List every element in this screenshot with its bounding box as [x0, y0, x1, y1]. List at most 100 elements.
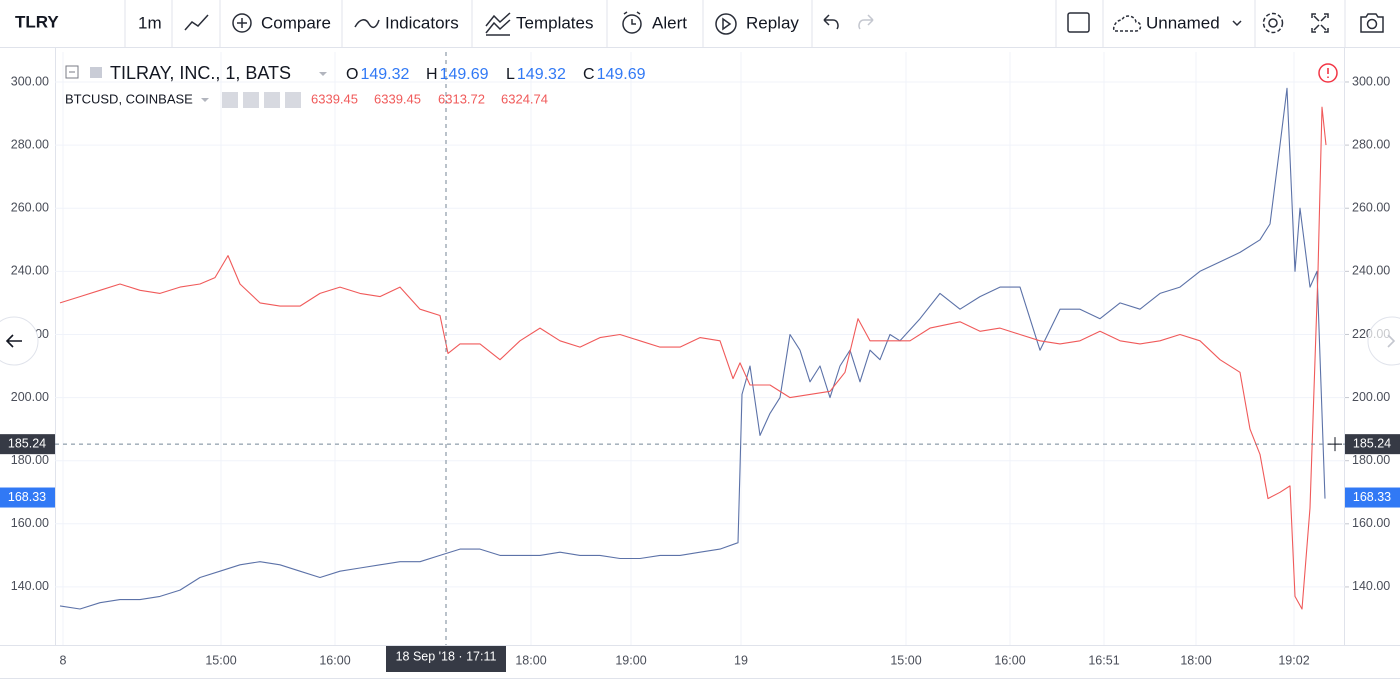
button-label: Replay [746, 13, 799, 32]
plot-area: 140.00160.00180.00200.00220.00240.00260.… [0, 48, 1400, 679]
crosshair-price-label: 185.24 [1353, 436, 1391, 450]
series-line [59, 87, 1326, 610]
gear-icon-center [1268, 18, 1278, 28]
ohlc-value: 6313.72 [438, 91, 485, 106]
ohlc-value: 149.32 [517, 66, 566, 83]
x-tick-label: 8 [60, 653, 67, 667]
button-label: Alert [652, 13, 687, 32]
last-price-label: 168.33 [1353, 490, 1391, 504]
ohlc-label: O [346, 66, 358, 83]
crosshair-time-label: 18 Sep '18 · 17:11 [396, 649, 497, 663]
last-price-label: 168.33 [8, 490, 46, 504]
chart-style-icon[interactable] [184, 14, 209, 31]
x-tick-label: 18:00 [515, 653, 546, 667]
undo-icon[interactable] [823, 14, 839, 30]
y2-tick-label: 300.00 [1352, 74, 1390, 88]
ohlc-value: 6324.74 [501, 91, 548, 106]
settings-button[interactable] [1262, 12, 1284, 34]
ohlc-value: 149.69 [440, 66, 489, 83]
ohlc-label: L [506, 66, 515, 83]
indicators-icon [354, 19, 380, 29]
y-tick-label: 140.00 [11, 579, 49, 593]
ohlc-value: 6339.45 [374, 91, 421, 106]
ohlc-value: 149.69 [597, 66, 646, 83]
y2-tick-label: 280.00 [1352, 137, 1390, 151]
fullscreen-icon[interactable] [1311, 13, 1329, 33]
x-tick-label: 19:02 [1278, 653, 1309, 667]
legend-menu-arrow[interactable] [319, 72, 327, 76]
templates-button[interactable]: Templates [485, 12, 593, 36]
alert-icon [622, 14, 642, 34]
y-tick-label: 180.00 [11, 453, 49, 467]
crosshair-price-box [0, 434, 55, 455]
ohlc-label: H [426, 66, 438, 83]
series-line [59, 106, 1327, 610]
last-price-box [0, 487, 55, 508]
button-label: Indicators [385, 13, 459, 32]
cloud-icon [1112, 15, 1142, 32]
compare-button[interactable]: Compare [232, 13, 331, 33]
eye-button[interactable] [222, 92, 238, 108]
ohlc-value: 6339.45 [311, 91, 358, 106]
camera-icon [1360, 13, 1384, 33]
ohlc-label: C [583, 66, 595, 83]
collapse-icon[interactable] [65, 65, 79, 79]
replay-button[interactable]: Replay [715, 13, 799, 35]
y-tick-label: 280.00 [11, 137, 49, 151]
x-tick-label: 19 [734, 653, 748, 667]
y-tick-label: 200.00 [11, 390, 49, 404]
scroll-right-button[interactable] [1367, 316, 1400, 366]
arrow-right-icon [1387, 334, 1396, 348]
warning-icon[interactable] [1318, 63, 1338, 83]
legend-title: TILRAY, INC., 1, BATS [110, 63, 291, 83]
y2-tick-label: 200.00 [1352, 390, 1390, 404]
y-tick-label: 300.00 [11, 74, 49, 88]
crosshair-cursor [1328, 437, 1342, 452]
indicators-button[interactable]: Indicators [354, 13, 459, 32]
button-label: Templates [516, 13, 593, 32]
legend-menu-arrow[interactable] [201, 98, 209, 102]
x-tick-label: 19:00 [615, 653, 646, 667]
x-tick-label: 16:00 [994, 653, 1025, 667]
camera-lens [1366, 18, 1378, 30]
legend: TILRAY, INC., 1, BATS BTCUSD, COINBASE O… [65, 63, 646, 108]
interval[interactable]: 1m [138, 13, 162, 32]
replay-icon [715, 13, 737, 35]
settings-button[interactable] [243, 92, 259, 108]
more-button[interactable] [264, 92, 280, 108]
ohlc-value: 149.32 [360, 66, 409, 83]
arrow-left-icon [5, 334, 22, 348]
remove-button[interactable] [285, 92, 301, 108]
chevron-icon [1232, 20, 1242, 27]
x-tick-label: 15:00 [890, 653, 921, 667]
layout-name-button[interactable]: Unnamed [1112, 13, 1242, 32]
x-tick-label: 16:51 [1088, 653, 1119, 667]
y-tick-label: 260.00 [11, 201, 49, 215]
layout-name: Unnamed [1146, 13, 1220, 32]
y2-tick-label: 240.00 [1352, 264, 1390, 278]
x-tick-label: 15:00 [205, 653, 236, 667]
x-tick-label: 18:00 [1180, 653, 1211, 667]
last-price-box [1345, 487, 1400, 508]
alert-button[interactable]: Alert [622, 11, 687, 34]
redo-icon[interactable] [858, 14, 874, 30]
x-tick-label: 16:00 [319, 653, 350, 667]
compare-icon-plus [237, 18, 247, 28]
templates-icon [485, 12, 511, 36]
nav-controls [0, 63, 1400, 366]
symbol[interactable]: TLRY [15, 12, 59, 31]
crosshair-time-box [386, 646, 506, 672]
compare-icon [232, 13, 252, 33]
y-tick-label: 160.00 [11, 516, 49, 530]
layout-icon[interactable] [1067, 12, 1090, 33]
y2-tick-label: 260.00 [1352, 201, 1390, 215]
alert-icon-hands [623, 11, 641, 25]
snapshot-button[interactable] [1360, 13, 1384, 33]
symbol-logo [90, 67, 102, 78]
button-label: Compare [261, 13, 331, 32]
y-tick-label: 240.00 [11, 264, 49, 278]
legend-title: BTCUSD, COINBASE [65, 91, 193, 106]
gear-icon [1262, 12, 1284, 34]
